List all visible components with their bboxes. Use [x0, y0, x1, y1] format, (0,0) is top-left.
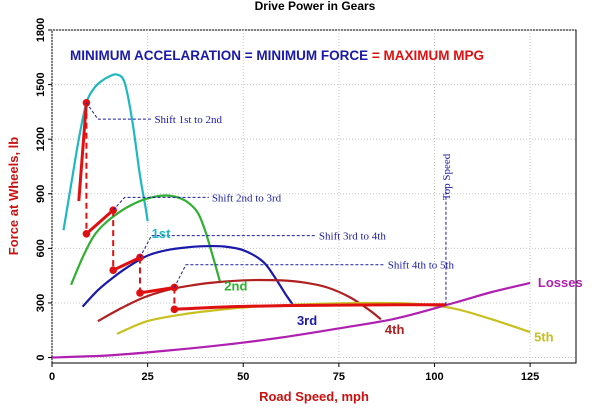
series-labels: 1st 2nd 3rd 4th 5th Losses [152, 226, 583, 345]
optimal-shift-path [77, 98, 447, 314]
series-label-1st: 1st [152, 226, 171, 241]
x-axis-label: Road Speed, mph [259, 389, 369, 404]
series-line-3rd [81, 244, 294, 308]
series-line-2nd [70, 194, 222, 286]
optimal-path-segment [112, 256, 141, 272]
y-tick-label: 1200 [35, 127, 47, 151]
annotation-leader [112, 196, 209, 211]
headline: MINIMUM ACCELARATION = MINIMUM FORCE = M… [70, 48, 484, 63]
top-speed-label: Top Speed [441, 153, 453, 200]
x-tick-label: 0 [49, 371, 55, 383]
series-line-4th [97, 278, 382, 323]
optimal-path-segment [85, 208, 115, 235]
y-tick-label: 600 [35, 239, 47, 257]
annotation-label: Shift 1st to 2nd [154, 114, 222, 126]
headline-part-2: = MAXIMUM MPG [368, 48, 484, 63]
chart-title: Drive Power in Gears [255, 0, 376, 13]
series-label-3rd: 3rd [297, 313, 317, 328]
shift-point-marker [170, 283, 179, 292]
optimal-path-segment [174, 303, 447, 311]
y-tick-label: 900 [35, 185, 47, 203]
y-tick-label: 1500 [35, 72, 47, 96]
series-label-4th: 4th [385, 322, 405, 337]
x-tick-label: 100 [425, 371, 443, 383]
series-label-2nd: 2nd [224, 279, 247, 294]
series-label-5th: 5th [534, 330, 554, 345]
headline-part-1: MINIMUM ACCELARATION = MINIMUM FORCE [70, 48, 368, 63]
series-line-1st [62, 73, 149, 231]
plot-area: Shift 1st to 2nd Shift 2nd to 3rd Shift 3r… [51, 29, 577, 364]
shift-point-marker [109, 266, 117, 274]
annotation-leader [86, 102, 152, 120]
shift-annotations: Shift 1st to 2nd Shift 2nd to 3rd Shift 3r… [86, 102, 455, 305]
annotation-label: Shift 4th to 5th [388, 260, 455, 272]
annotation-label: Shift 2nd to 3rd [212, 192, 282, 204]
x-tick-label: 25 [141, 371, 153, 383]
series-curves [51, 73, 531, 359]
x-tick-label: 75 [333, 371, 345, 383]
shift-point-marker [170, 305, 179, 314]
y-tick-label: 300 [35, 294, 47, 312]
x-tick-label: 125 [521, 371, 539, 383]
series-line-5th [116, 301, 531, 335]
series-label-losses: Losses [538, 275, 583, 290]
y-axis-label: Force at Wheels, lb [6, 137, 21, 256]
x-axis-ticks: 0 25 50 75 100 125 [49, 363, 539, 383]
annotation-label: Shift 3rd to 4th [319, 231, 386, 243]
series-line-losses [51, 281, 531, 359]
shift-point-marker [82, 98, 91, 107]
optimal-path-segment [139, 286, 175, 295]
x-tick-label: 50 [237, 371, 249, 383]
y-tick-label: 0 [35, 354, 47, 360]
y-tick-label: 1800 [35, 18, 47, 42]
shift-point-marker [82, 230, 91, 238]
optimal-path-segment [77, 102, 88, 202]
annotation-leader [173, 264, 385, 288]
shift-point-marker [136, 289, 144, 297]
y-axis-ticks: 0 300 600 900 1200 1500 1800 [35, 18, 52, 361]
